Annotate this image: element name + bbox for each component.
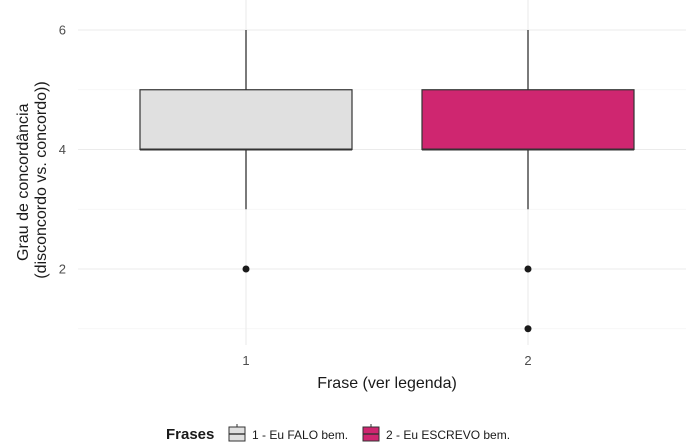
- x-tick-label: 1: [242, 353, 249, 368]
- legend: Frases 1 - Eu FALO bem. 2 - Eu ESCREVO be…: [166, 424, 510, 443]
- y-tick-label: 2: [59, 262, 66, 277]
- grid: [78, 0, 686, 345]
- legend-title: Frases: [166, 426, 214, 443]
- outlier-point: [524, 265, 532, 273]
- box-2: [421, 30, 635, 333]
- y-axis-title-line-1: Grau de concordância: [15, 103, 32, 261]
- legend-items: 1 - Eu FALO bem. 2 - Eu ESCREVO bem.: [228, 424, 510, 442]
- y-tick-label: 4: [59, 142, 66, 157]
- box-rect: [139, 89, 353, 151]
- y-axis-title-line-2: (disconcordo vs. concordo)): [33, 81, 50, 278]
- legend-item-1: 1 - Eu FALO bem.: [228, 424, 348, 442]
- x-axis-title: Frase (ver legenda): [317, 375, 457, 392]
- legend-swatch: [362, 424, 380, 442]
- outlier-point: [242, 265, 250, 273]
- tick-labels: 2 4 6 1 2: [59, 23, 532, 369]
- legend-item-2: 2 - Eu ESCREVO bem.: [362, 424, 510, 442]
- boxes: [139, 30, 635, 333]
- y-tick-label: 6: [59, 23, 66, 38]
- outlier-point: [524, 325, 532, 333]
- y-axis-title: Grau de concordância (disconcordo vs. co…: [15, 81, 50, 278]
- legend-label: 2 - Eu ESCREVO bem.: [386, 428, 510, 442]
- legend-label: 1 - Eu FALO bem.: [252, 428, 348, 442]
- box-rect: [421, 89, 635, 151]
- legend-swatch: [228, 424, 246, 442]
- box-1: [139, 30, 353, 273]
- x-tick-label: 2: [524, 353, 531, 368]
